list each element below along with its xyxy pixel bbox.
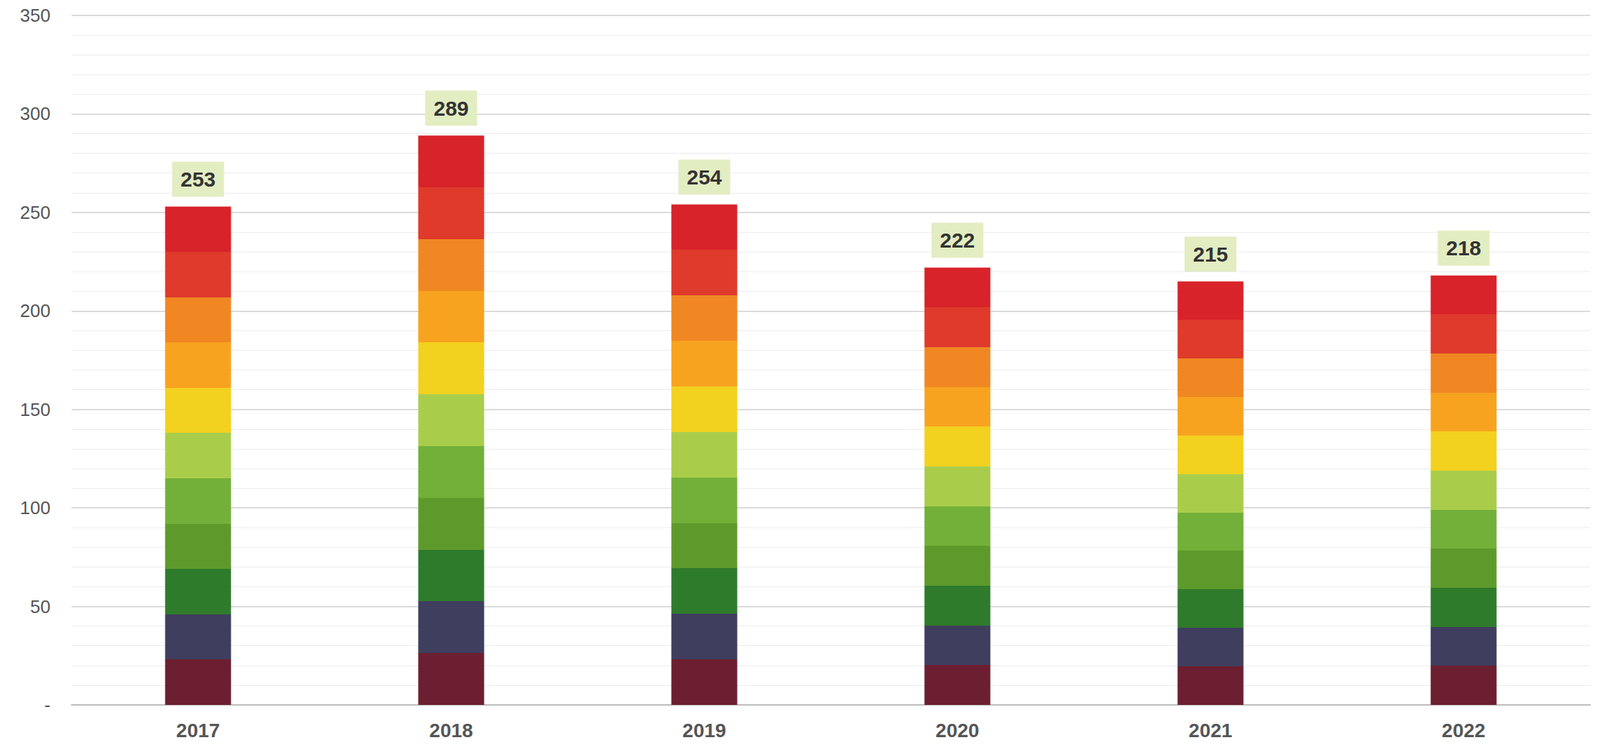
svg-text:2018: 2018 xyxy=(429,719,473,742)
svg-text:250: 250 xyxy=(20,201,51,223)
svg-text:50: 50 xyxy=(30,595,51,618)
svg-text:289: 289 xyxy=(433,96,469,120)
svg-text:2020: 2020 xyxy=(935,719,979,742)
svg-text:218: 218 xyxy=(1445,236,1481,260)
svg-text:-: - xyxy=(44,694,51,716)
svg-text:350: 350 xyxy=(20,4,51,26)
svg-text:2019: 2019 xyxy=(682,719,726,742)
svg-text:215: 215 xyxy=(1192,242,1228,266)
svg-text:200: 200 xyxy=(20,300,51,322)
svg-text:253: 253 xyxy=(180,167,216,191)
svg-text:100: 100 xyxy=(20,497,51,519)
svg-text:150: 150 xyxy=(20,398,51,420)
svg-text:2021: 2021 xyxy=(1188,719,1232,742)
svg-text:254: 254 xyxy=(686,165,722,189)
svg-text:2022: 2022 xyxy=(1441,719,1486,742)
svg-text:300: 300 xyxy=(20,103,51,125)
svg-text:2017: 2017 xyxy=(175,719,220,742)
svg-text:222: 222 xyxy=(939,228,975,252)
